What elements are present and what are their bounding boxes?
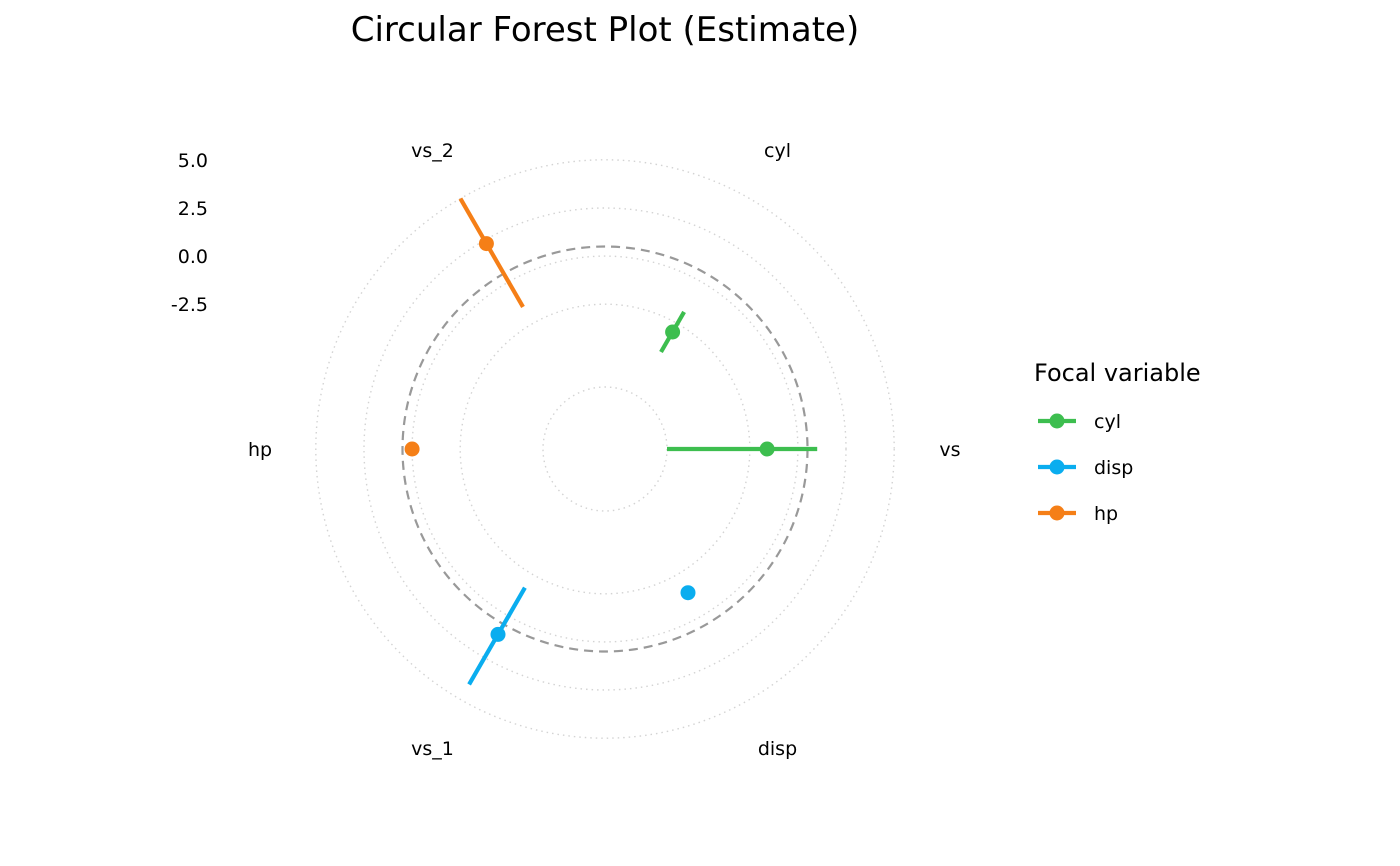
legend-label-cyl: cyl [1094, 411, 1121, 433]
category-label: cyl [764, 140, 791, 162]
estimate-point-disp-vs_1 [490, 626, 506, 642]
category-labels: vs cyl vs_2hp vs_1 disp [248, 140, 961, 760]
ci-line-hp-vs_2 [458, 197, 525, 308]
estimate-point-hp-hp [404, 441, 420, 457]
series-marks [404, 197, 818, 686]
radial-tick-label: 5.0 [178, 150, 208, 172]
chart-title: Circular Forest Plot (Estimate) [351, 10, 859, 50]
estimate-point-disp-disp [680, 585, 696, 601]
legend: Focal variable cyl disp hp [1034, 359, 1201, 525]
legend-item-hp: hp [1038, 503, 1118, 525]
radial-tick-label: -2.5 [171, 294, 208, 316]
grid-circle-2 [363, 207, 847, 691]
estimate-point-cyl-vs [759, 441, 775, 457]
grid-circle-0 [542, 386, 668, 512]
legend-item-disp: disp [1038, 457, 1133, 479]
grid-circle-1 [315, 159, 895, 739]
legend-dot-cyl [1049, 413, 1065, 429]
radial-tick-label: 0.0 [178, 246, 208, 268]
category-label: vs [939, 439, 960, 461]
legend-item-cyl: cyl [1038, 411, 1121, 433]
estimate-point-hp-vs_2 [478, 236, 494, 252]
category-label: vs_1 [411, 738, 454, 760]
legend-dot-disp [1049, 459, 1065, 475]
radial-tick-label: 2.5 [178, 198, 208, 220]
radial-tick-labels: 5.0 2.5 0.0 -2.5 [171, 150, 208, 316]
category-label: hp [248, 439, 272, 461]
legend-label-hp: hp [1094, 503, 1118, 525]
legend-dot-hp [1049, 505, 1065, 521]
category-label: disp [758, 738, 797, 760]
estimate-point-cyl-cyl [665, 324, 681, 340]
legend-title: Focal variable [1034, 359, 1201, 387]
legend-label-disp: disp [1094, 457, 1133, 479]
category-label: vs_2 [411, 140, 454, 162]
